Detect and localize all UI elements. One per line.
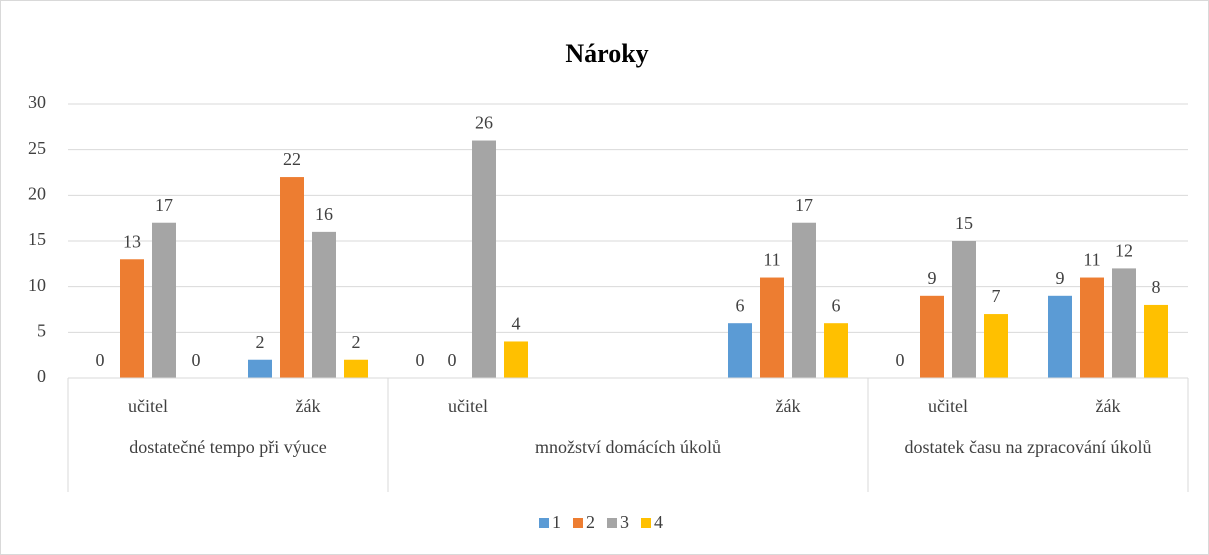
group-label: množství domácích úkolů <box>535 437 721 457</box>
data-label: 9 <box>1056 268 1065 288</box>
legend-label: 2 <box>586 512 595 532</box>
data-label: 17 <box>795 195 813 215</box>
group-label: dostatečné tempo při výuce <box>129 437 326 457</box>
group-label: dostatek času na zpracování úkolů <box>905 437 1152 457</box>
data-label: 6 <box>832 295 841 315</box>
bar <box>312 231 336 378</box>
legend-label: 3 <box>620 512 629 532</box>
x-tick-label: žák <box>1096 396 1121 416</box>
y-tick-label: 5 <box>37 320 46 340</box>
bar <box>1144 304 1168 378</box>
bar <box>504 341 528 378</box>
data-label: 2 <box>256 332 265 352</box>
data-label: 0 <box>192 350 201 370</box>
legend-label: 4 <box>654 512 663 532</box>
legend-label: 1 <box>552 512 561 532</box>
bar <box>824 323 848 378</box>
y-tick-label: 10 <box>28 275 46 295</box>
data-label: 7 <box>992 286 1001 306</box>
bar <box>280 177 304 378</box>
legend-swatch <box>539 518 549 528</box>
data-label: 9 <box>928 268 937 288</box>
bar <box>120 259 144 378</box>
x-tick-label: žák <box>296 396 321 416</box>
bar <box>760 277 784 378</box>
data-label: 2 <box>352 332 361 352</box>
y-tick-label: 30 <box>28 92 46 112</box>
bar <box>472 140 496 378</box>
bar <box>344 359 368 378</box>
data-label: 4 <box>512 314 521 334</box>
bar <box>152 222 176 378</box>
data-label: 26 <box>475 113 493 133</box>
data-label: 13 <box>123 231 141 251</box>
data-label: 22 <box>283 149 301 169</box>
data-label: 6 <box>736 295 745 315</box>
legend-swatch <box>607 518 617 528</box>
x-tick-label: učitel <box>128 396 168 416</box>
bar <box>984 314 1008 378</box>
bar <box>728 323 752 378</box>
bar <box>1112 268 1136 378</box>
y-tick-label: 15 <box>28 229 46 249</box>
data-label: 16 <box>315 204 333 224</box>
data-label: 11 <box>1083 250 1100 270</box>
legend-swatch <box>573 518 583 528</box>
bar <box>952 241 976 378</box>
y-tick-label: 25 <box>28 138 46 158</box>
data-label: 0 <box>96 350 105 370</box>
data-label: 0 <box>416 350 425 370</box>
data-label: 8 <box>1152 277 1161 297</box>
bar <box>1048 295 1072 378</box>
x-tick-label: učitel <box>928 396 968 416</box>
bar <box>248 359 272 378</box>
data-label: 12 <box>1115 241 1133 261</box>
legend-swatch <box>641 518 651 528</box>
bar <box>920 295 944 378</box>
bar <box>1080 277 1104 378</box>
x-tick-label: žák <box>776 396 801 416</box>
data-label: 0 <box>448 350 457 370</box>
y-tick-label: 20 <box>28 183 46 203</box>
bar <box>792 222 816 378</box>
y-tick-label: 0 <box>37 366 46 386</box>
chart-title: Nároky <box>565 39 648 68</box>
data-label: 11 <box>763 250 780 270</box>
data-label: 17 <box>155 195 173 215</box>
data-label: 0 <box>896 350 905 370</box>
x-tick-label: učitel <box>448 396 488 416</box>
data-label: 15 <box>955 213 973 233</box>
